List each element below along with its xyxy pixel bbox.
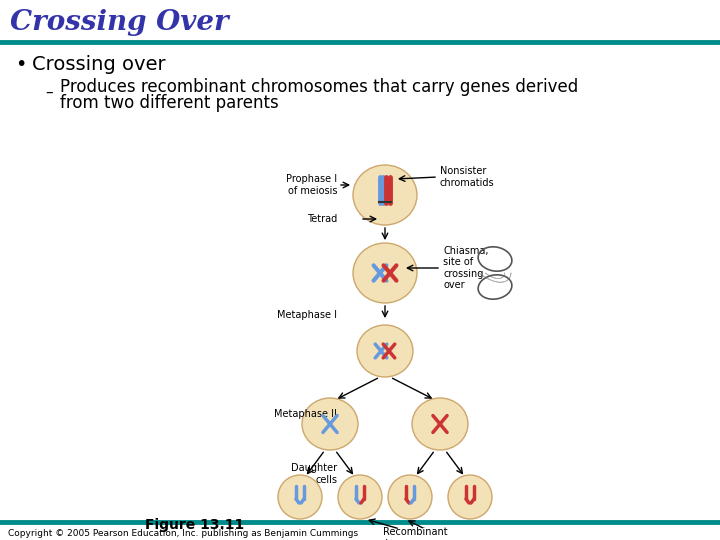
Ellipse shape [302,398,358,450]
Ellipse shape [357,325,413,377]
Text: from two different parents: from two different parents [60,94,279,112]
Text: Tetrad: Tetrad [307,214,337,224]
Text: Crossing Over: Crossing Over [10,9,229,36]
Ellipse shape [388,475,432,519]
Text: Crossing over: Crossing over [32,56,166,75]
Text: Nonsister
chromatids: Nonsister chromatids [440,166,495,188]
Ellipse shape [338,475,382,519]
Ellipse shape [448,475,492,519]
Ellipse shape [412,398,468,450]
Text: Prophase I
of meiosis: Prophase I of meiosis [286,174,337,196]
Text: Metaphase II: Metaphase II [274,409,337,419]
Text: Produces recombinant chromosomes that carry genes derived: Produces recombinant chromosomes that ca… [60,78,578,96]
Text: –: – [45,84,53,99]
Text: Chiasma,
site of
crossing
over: Chiasma, site of crossing over [443,246,488,291]
Text: Copyright © 2005 Pearson Education, Inc. publishing as Benjamin Cummings: Copyright © 2005 Pearson Education, Inc.… [8,529,358,537]
Ellipse shape [353,165,417,225]
Ellipse shape [278,475,322,519]
Text: •: • [15,56,27,75]
Ellipse shape [353,243,417,303]
Text: Metaphase I: Metaphase I [277,310,337,320]
Text: Recombinant
chromosomes: Recombinant chromosomes [381,527,449,540]
Text: Daughter
cells: Daughter cells [291,463,337,485]
Text: Figure 13.11: Figure 13.11 [145,518,244,532]
